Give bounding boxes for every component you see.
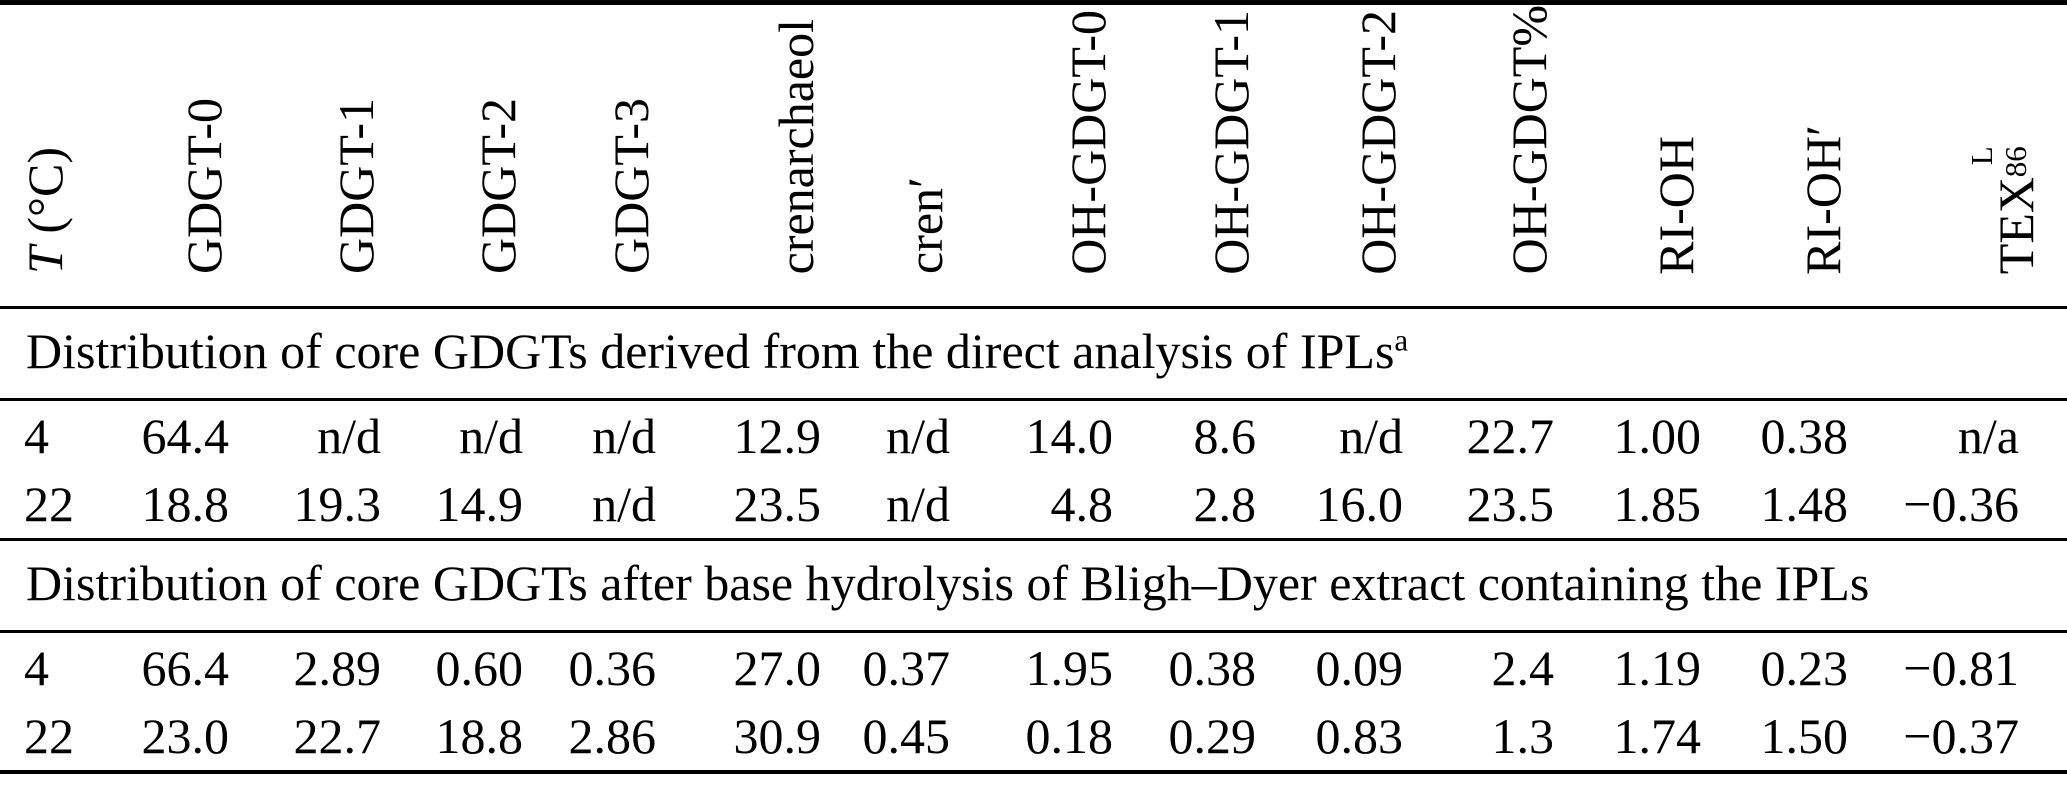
col-header-ri-oh: RI-OH — [1580, 3, 1727, 308]
rotated-label: GDGT-2 — [470, 98, 526, 275]
data-cell: 27.0 — [733, 639, 822, 696]
data-cell: 0.83 — [1315, 707, 1404, 764]
data-cell: 22 — [24, 476, 74, 533]
table-body: Distribution of core GDGTs derived from … — [0, 307, 2067, 772]
col-header-gdgt-1: GDGT-1 — [255, 3, 407, 308]
data-cell: 22.7 — [293, 707, 382, 764]
col-header-gdgt-0: GDGT-0 — [140, 3, 255, 308]
data-cell: 14.9 — [435, 476, 524, 533]
col-header-gdgt-3: GDGT-3 — [549, 3, 682, 308]
data-cell: 0.36 — [568, 639, 657, 696]
header-row: T (°C) GDGT-0 GDGT-1 GDGT-2 GDGT-3 crena… — [0, 3, 2067, 308]
rotated-label: OH-GDGT-1 — [1203, 9, 1259, 275]
rotated-label: T (°C) — [17, 147, 73, 275]
data-cell: 0.38 — [1168, 639, 1257, 696]
data-cell: 1.19 — [1613, 639, 1702, 696]
data-cell: 16.0 — [1315, 476, 1404, 533]
col-header-ri-oh-prime: RI-OH′ — [1727, 3, 1874, 308]
data-cell: 1.74 — [1613, 707, 1702, 764]
data-cell: 4 — [24, 639, 49, 696]
data-cell: −0.37 — [1903, 707, 2019, 764]
data-cell: 64.4 — [141, 407, 230, 464]
rotated-label: TEX L 86 — [1963, 146, 2044, 275]
data-cell: 0.60 — [435, 639, 524, 696]
data-cell: −0.36 — [1903, 476, 2019, 533]
table-header: T (°C) GDGT-0 GDGT-1 GDGT-2 GDGT-3 crena… — [0, 3, 2067, 308]
data-cell: 23.5 — [733, 476, 822, 533]
gdgt-distribution-table: T (°C) GDGT-0 GDGT-1 GDGT-2 GDGT-3 crena… — [0, 0, 2067, 774]
data-cell: 19.3 — [293, 476, 382, 533]
col-header-temperature: T (°C) — [0, 3, 140, 308]
rotated-label: cren′ — [897, 177, 953, 275]
data-cell: 0.23 — [1760, 639, 1849, 696]
data-cell: n/d — [592, 407, 656, 464]
section-title: Distribution of core GDGTs derived from … — [26, 322, 1409, 379]
col-header-gdgt-2: GDGT-2 — [407, 3, 549, 308]
rotated-label: OH-GDGT% — [1501, 5, 1557, 275]
data-cell: 14.0 — [1025, 407, 1114, 464]
col-header-crenarchaeol: crenarchaeol — [682, 3, 847, 308]
rotated-label: GDGT-3 — [603, 98, 659, 275]
data-cell: n/a — [1957, 407, 2019, 464]
data-cell: 1.85 — [1613, 476, 1702, 533]
data-cell: 8.6 — [1193, 407, 1257, 464]
data-cell: 30.9 — [733, 707, 822, 764]
data-cell: 0.37 — [862, 639, 951, 696]
data-cell: 12.9 — [733, 407, 822, 464]
table-row: 22 23.0 22.7 18.8 2.86 30.9 0.45 0.18 0.… — [0, 702, 2067, 772]
table-row: 22 18.8 19.3 14.9 n/d 23.5 n/d 4.8 2.8 1… — [0, 470, 2067, 540]
data-cell: 22 — [24, 707, 74, 764]
data-cell: 0.29 — [1168, 707, 1257, 764]
data-cell: n/d — [317, 407, 381, 464]
data-cell: 1.95 — [1025, 639, 1114, 696]
data-cell: 2.86 — [568, 707, 657, 764]
section-header-row-ipl-direct: Distribution of core GDGTs derived from … — [0, 307, 2067, 400]
data-cell: 66.4 — [141, 639, 230, 696]
data-cell: 2.89 — [293, 639, 382, 696]
rotated-label: GDGT-1 — [328, 98, 384, 275]
data-cell: 1.3 — [1491, 707, 1555, 764]
data-cell: n/d — [592, 476, 656, 533]
footnote-marker-a: a — [1394, 322, 1409, 358]
col-header-tex86l: TEX L 86 — [1874, 3, 2067, 308]
data-cell: 2.4 — [1491, 639, 1555, 696]
data-cell: 0.18 — [1025, 707, 1114, 764]
data-cell: 22.7 — [1466, 407, 1555, 464]
data-cell: 0.09 — [1315, 639, 1404, 696]
data-cell: 23.5 — [1466, 476, 1555, 533]
rotated-label: RI-OH′ — [1795, 124, 1851, 275]
tex86-superscript-stack: L 86 — [1963, 146, 2033, 178]
col-header-cren-prime: cren′ — [847, 3, 976, 308]
data-cell: 0.45 — [862, 707, 951, 764]
data-cell: 18.8 — [141, 476, 230, 533]
data-cell: 1.50 — [1760, 707, 1849, 764]
table-row: 4 66.4 2.89 0.60 0.36 27.0 0.37 1.95 0.3… — [0, 632, 2067, 702]
data-cell: 18.8 — [435, 707, 524, 764]
data-cell: 0.38 — [1760, 407, 1849, 464]
table-row: 4 64.4 n/d n/d n/d 12.9 n/d 14.0 8.6 n/d… — [0, 400, 2067, 470]
rotated-label: OH-GDGT-0 — [1060, 9, 1116, 275]
rotated-label: GDGT-0 — [176, 98, 232, 275]
data-cell: n/d — [886, 476, 950, 533]
data-cell: 2.8 — [1193, 476, 1257, 533]
data-cell: n/d — [1339, 407, 1403, 464]
col-header-oh-gdgt-0: OH-GDGT-0 — [976, 3, 1139, 308]
col-header-oh-gdgt-2: OH-GDGT-2 — [1282, 3, 1429, 308]
col-header-oh-gdgt-1: OH-GDGT-1 — [1139, 3, 1282, 308]
data-cell: n/d — [459, 407, 523, 464]
data-cell: 1.00 — [1613, 407, 1702, 464]
data-cell: −0.81 — [1903, 639, 2019, 696]
rotated-label: OH-GDGT-2 — [1350, 9, 1406, 275]
section-header-row-base-hydrolysis: Distribution of core GDGTs after base hy… — [0, 539, 2067, 632]
rotated-label: RI-OH — [1648, 135, 1704, 275]
data-cell: n/d — [886, 407, 950, 464]
data-cell: 4.8 — [1050, 476, 1114, 533]
data-cell: 1.48 — [1760, 476, 1849, 533]
rotated-label: crenarchaeol — [768, 19, 824, 275]
col-header-oh-gdgt-percent: OH-GDGT% — [1429, 3, 1580, 308]
data-cell: 4 — [24, 407, 49, 464]
data-cell: 23.0 — [141, 707, 230, 764]
section-title: Distribution of core GDGTs after base hy… — [26, 554, 1870, 611]
